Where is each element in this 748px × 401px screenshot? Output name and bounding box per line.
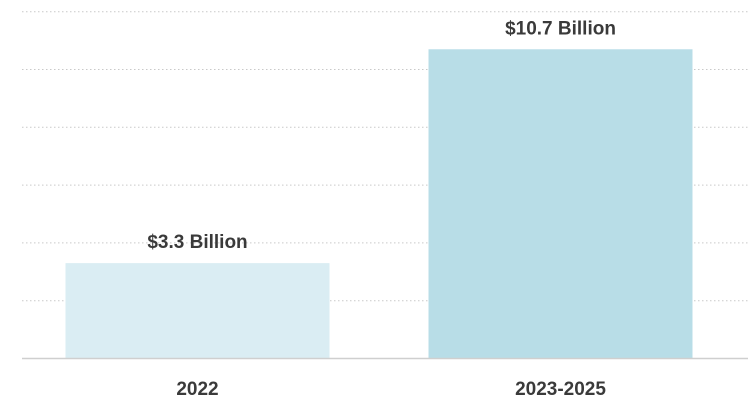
bar-2023-2025 — [428, 49, 693, 359]
x-tick-label-2022: 2022 — [176, 379, 218, 400]
bar-2022 — [65, 263, 330, 359]
x-tick-labels: 2022 2023-2025 — [176, 379, 606, 400]
bars — [65, 49, 693, 359]
data-labels: $3.3 Billion $10.7 Billion — [147, 18, 616, 253]
x-tick-label-2023-2025: 2023-2025 — [515, 379, 606, 400]
data-label-2023-2025: $10.7 Billion — [505, 18, 616, 39]
data-label-2022: $3.3 Billion — [147, 232, 247, 253]
